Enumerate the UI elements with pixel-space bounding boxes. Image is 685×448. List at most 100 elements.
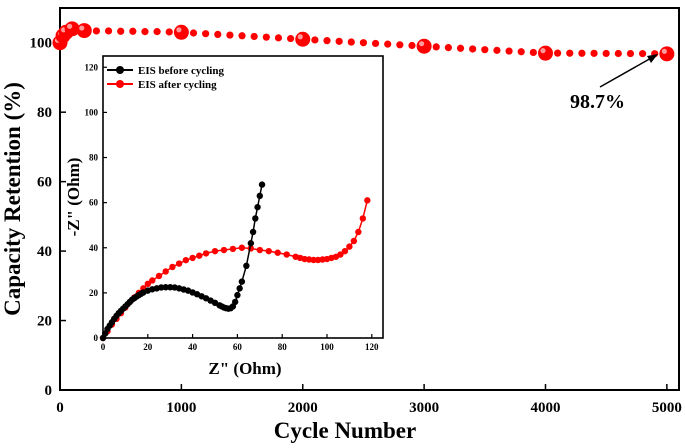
inset-y-tick-label: 40 bbox=[89, 243, 99, 253]
retention-marker-highlight bbox=[661, 48, 667, 54]
retention-dot bbox=[505, 47, 513, 55]
retention-dot bbox=[238, 32, 246, 40]
main-x-tick-label: 1000 bbox=[166, 400, 196, 416]
retention-dot bbox=[323, 37, 331, 45]
retention-dot bbox=[311, 36, 319, 44]
inset-axis-ticks: 0 20 40 60 80 100 120 0 20 40 60 80 100 120 bbox=[85, 62, 380, 352]
inset-plot-frame bbox=[102, 55, 384, 339]
inset-series-point bbox=[202, 250, 210, 257]
inset-series-point bbox=[249, 228, 257, 236]
inset-series-point bbox=[149, 277, 156, 284]
main-x-axis-title: Cycle Number bbox=[274, 418, 416, 443]
inset-series-point bbox=[243, 262, 250, 270]
inset-series bbox=[99, 181, 371, 342]
inset-series-point bbox=[175, 260, 183, 267]
inset-series-point bbox=[236, 285, 243, 292]
retention-marker-highlight bbox=[297, 34, 303, 40]
inset-y-tick-label: 0 bbox=[94, 333, 99, 343]
inset-series-point bbox=[350, 237, 358, 245]
inset-series-point bbox=[144, 280, 151, 288]
annotation-arrow bbox=[599, 56, 654, 88]
retention-marker bbox=[76, 23, 92, 39]
annotation-arrowhead bbox=[647, 54, 658, 63]
retention-marker bbox=[537, 45, 553, 61]
retention-dot bbox=[384, 40, 392, 48]
retention-dot bbox=[638, 50, 647, 58]
retention-dot bbox=[517, 48, 525, 56]
main-y-tick-label: 20 bbox=[37, 314, 52, 330]
inset-x-tick-label: 60 bbox=[233, 342, 243, 352]
retention-marker-highlight bbox=[67, 23, 73, 29]
retention-dot bbox=[432, 43, 440, 51]
retention-dot bbox=[347, 38, 355, 46]
inset-series-point bbox=[155, 272, 163, 280]
inset-series-point bbox=[341, 247, 349, 255]
retention-dot bbox=[396, 41, 404, 49]
annotation-label: 98.7% bbox=[570, 91, 625, 113]
retention-marker-highlight bbox=[79, 25, 85, 31]
retention-dot bbox=[117, 27, 125, 35]
retention-dot bbox=[481, 46, 489, 54]
inset-series-point bbox=[265, 247, 272, 255]
retention-dot bbox=[141, 28, 149, 36]
retention-dot bbox=[250, 32, 258, 41]
retention-dot bbox=[566, 49, 574, 57]
legend-marker-before bbox=[116, 66, 124, 74]
inset-series-point bbox=[256, 246, 263, 254]
retention-dot bbox=[456, 44, 465, 52]
retention-dot bbox=[529, 48, 537, 57]
inset-x-tick-label: 120 bbox=[365, 342, 379, 352]
inset-series-point bbox=[364, 197, 371, 204]
inset-series-point bbox=[238, 278, 246, 285]
retention-marker bbox=[295, 31, 311, 47]
retention-dot bbox=[371, 39, 380, 48]
retention-dot bbox=[590, 49, 598, 57]
retention-dot bbox=[214, 30, 222, 38]
inset-x-tick-label: 20 bbox=[143, 342, 153, 352]
retention-dot bbox=[444, 43, 452, 52]
main-x-tick-label: 4000 bbox=[530, 400, 560, 416]
inset-x-tick-label: 100 bbox=[320, 342, 334, 352]
inset-y-tick-label: 80 bbox=[89, 153, 99, 163]
retention-dot bbox=[626, 49, 635, 58]
main-x-tick-label: 5000 bbox=[652, 400, 682, 416]
retention-marker-highlight bbox=[176, 27, 182, 33]
inset-legend: EIS before cycling EIS after cycling bbox=[107, 65, 224, 91]
inset-series-point bbox=[196, 252, 203, 259]
inset-series-point bbox=[231, 298, 239, 306]
inset-series-point bbox=[229, 245, 237, 253]
retention-marker bbox=[416, 38, 432, 54]
inset-series-point bbox=[359, 215, 367, 222]
retention-dot bbox=[287, 34, 295, 43]
inset-series-point bbox=[220, 246, 228, 254]
inset-series-point bbox=[310, 256, 317, 264]
retention-dot bbox=[189, 29, 198, 37]
main-y-axis-title: Capacity Retention (%) bbox=[0, 82, 25, 316]
inset-y-tick-label: 120 bbox=[85, 62, 99, 72]
inset-series-point bbox=[182, 256, 190, 264]
inset-x-axis-title: Z" (Ohm) bbox=[208, 359, 281, 378]
inset-y-tick-label: 20 bbox=[89, 288, 99, 298]
retention-marker bbox=[659, 46, 675, 62]
inset-series-point bbox=[189, 254, 196, 262]
inset-series-point bbox=[283, 251, 290, 258]
inset-x-tick-label: 0 bbox=[101, 342, 106, 352]
inset-y-axis-title: -Z" (Ohm) bbox=[64, 158, 83, 237]
retention-marker-highlight bbox=[419, 41, 425, 47]
retention-dot bbox=[335, 37, 343, 45]
retention-dot bbox=[493, 46, 501, 54]
retention-dot bbox=[359, 39, 368, 47]
retention-dot bbox=[92, 27, 101, 35]
retention-dot bbox=[578, 49, 586, 57]
legend-label-after: EIS after cycling bbox=[138, 79, 217, 91]
inset-series-point bbox=[169, 263, 176, 271]
main-y-tick-label: 100 bbox=[30, 36, 53, 52]
legend-marker-after bbox=[116, 80, 124, 88]
inset-series-point bbox=[247, 240, 255, 247]
retention-dot bbox=[554, 49, 562, 57]
retention-dot bbox=[153, 28, 161, 36]
inset-series-point bbox=[346, 243, 353, 250]
retention-dot bbox=[614, 49, 622, 58]
